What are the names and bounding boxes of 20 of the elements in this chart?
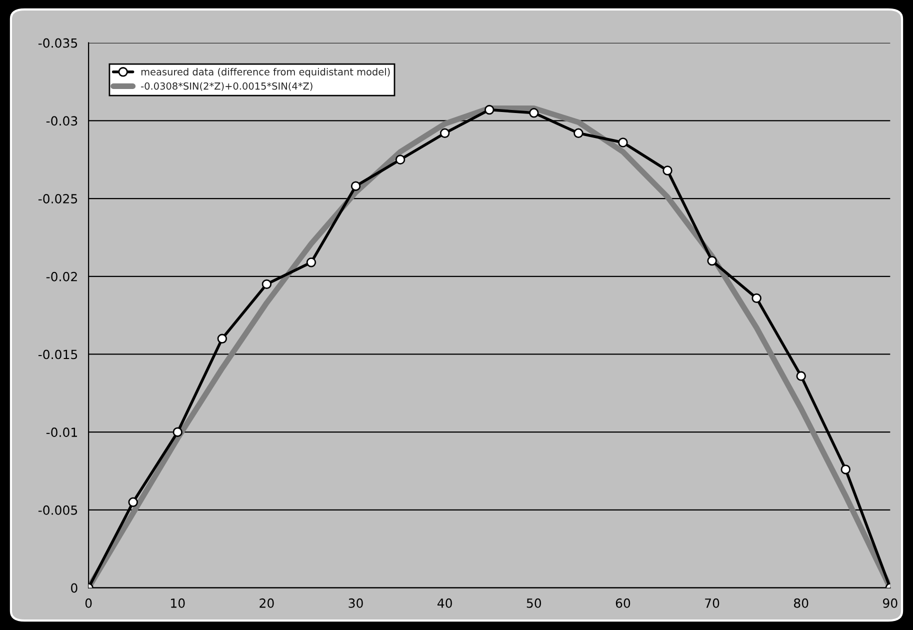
legend-label: -0.0308*SIN(2*Z)+0.0015*SIN(4*Z) [141,82,312,91]
x-tick-label: 20 [260,598,274,608]
x-tick-label: 40 [437,598,452,608]
x-tick-label: 30 [348,598,363,608]
y-tick-label: -0.03 [46,116,78,126]
x-tick-label: 90 [883,598,898,608]
x-tick-label: 60 [616,598,630,608]
y-tick-label: -0.005 [38,505,78,515]
x-tick-label: 10 [171,598,185,608]
y-tick-label: -0.035 [38,38,78,48]
y-tick-label: -0.025 [38,194,78,204]
x-tick-label: 0 [85,598,92,608]
y-tick-label: -0.015 [38,350,78,360]
x-tick-label: 50 [526,598,542,608]
y-tick-label: -0.01 [46,428,77,438]
x-tick-label: 80 [794,598,808,608]
y-tick-label: -0.02 [46,272,77,282]
x-tick-label: 70 [705,598,720,608]
y-tick-label: 0 [71,583,78,593]
legend-label: measured data (difference from equidistant model) [141,68,390,78]
